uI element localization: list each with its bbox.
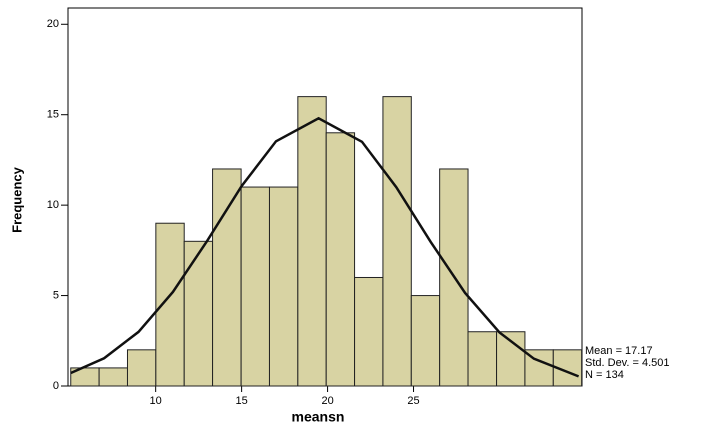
bar: [98, 367, 128, 387]
x-tick-label: 20: [321, 395, 333, 407]
y-tick-label: 0: [53, 380, 59, 392]
x-tick-label: 25: [407, 395, 419, 407]
stats-label: N = 134: [585, 369, 624, 381]
x-axis-label: meansn: [292, 409, 345, 425]
x-tick-label: 15: [236, 395, 248, 407]
stats-label: Mean = 17.17: [585, 345, 653, 357]
bar: [467, 331, 498, 387]
bar: [524, 349, 554, 387]
bar: [268, 186, 299, 387]
bar: [325, 132, 356, 387]
y-tick-label: 20: [47, 18, 59, 30]
bar: [155, 222, 185, 387]
y-tick-label: 15: [47, 109, 59, 121]
bar: [240, 186, 270, 387]
stats-label: Std. Dev. = 4.501: [585, 357, 670, 369]
bar: [382, 96, 412, 387]
bar: [354, 276, 384, 387]
y-axis-label: Frequency: [9, 166, 24, 233]
bar: [212, 168, 242, 387]
x-tick-label: 10: [150, 395, 162, 407]
normal-curve: [70, 116, 580, 378]
bar: [126, 349, 157, 387]
bar: [297, 96, 327, 387]
bar: [183, 240, 214, 387]
y-tick-label: 5: [53, 289, 59, 301]
bar: [410, 295, 441, 387]
y-tick-label: 10: [47, 199, 59, 211]
